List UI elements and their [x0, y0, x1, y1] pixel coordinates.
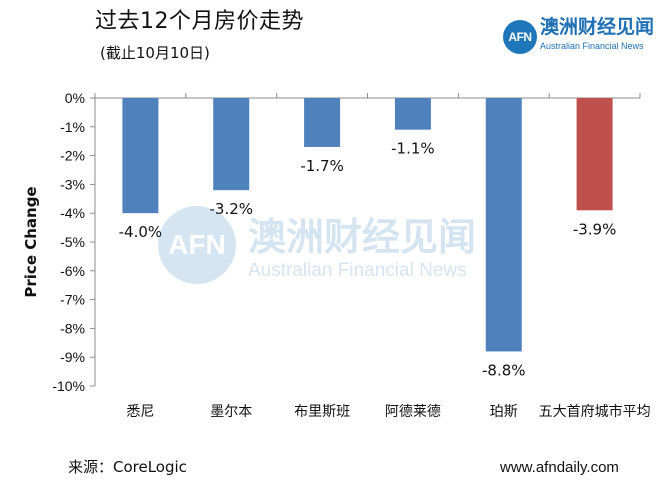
category-label: 墨尔本 — [210, 404, 252, 420]
y-tick-label: -8% — [60, 320, 85, 336]
y-tick-label: 0% — [65, 90, 85, 106]
category-label: 布里斯班 — [294, 404, 350, 420]
bar-3 — [304, 98, 341, 147]
data-label: -3.2% — [209, 200, 253, 218]
data-label: -8.8% — [482, 361, 526, 379]
chart-title: 过去12个月房价走势 — [95, 9, 304, 34]
category-label: 珀斯 — [490, 404, 518, 420]
afn-logo-icon: AFN — [503, 20, 537, 54]
y-tick-label: -5% — [60, 234, 85, 250]
logo-chinese-name: 澳洲财经见闻 — [540, 16, 655, 38]
y-tick-label: -1% — [60, 119, 85, 135]
bar-4 — [394, 98, 431, 130]
y-tick-label: -2% — [60, 148, 85, 164]
bar-6 — [576, 98, 613, 211]
y-tick-label: -9% — [60, 349, 85, 365]
bar-2 — [213, 98, 250, 191]
y-tick-label: -3% — [60, 176, 85, 192]
data-label: -1.7% — [300, 157, 344, 175]
category-label: 阿德莱德 — [385, 404, 441, 420]
data-source: 来源：CoreLogic — [68, 458, 187, 476]
bar-1 — [122, 98, 159, 214]
logo-english-name: Australian Financial News — [540, 41, 644, 51]
chart-subtitle: (截止10月10日) — [100, 44, 210, 62]
y-tick-label: -6% — [60, 263, 85, 279]
website-link[interactable]: www.afndaily.com — [500, 459, 619, 476]
data-label: -3.9% — [573, 220, 617, 238]
category-label: 悉尼 — [126, 404, 154, 420]
bar-5 — [485, 98, 522, 352]
data-label: -1.1% — [391, 140, 435, 158]
y-tick-label: -4% — [60, 205, 85, 221]
data-label: -4.0% — [119, 223, 163, 241]
y-axis-title: Price Change — [22, 186, 40, 297]
category-label: 五大首府城市平均 — [539, 403, 651, 420]
afn-logo: AFN 澳洲财经见闻 Australian Financial News — [503, 18, 654, 64]
y-tick-label: -7% — [60, 292, 85, 308]
y-tick-label: -10% — [52, 378, 85, 394]
